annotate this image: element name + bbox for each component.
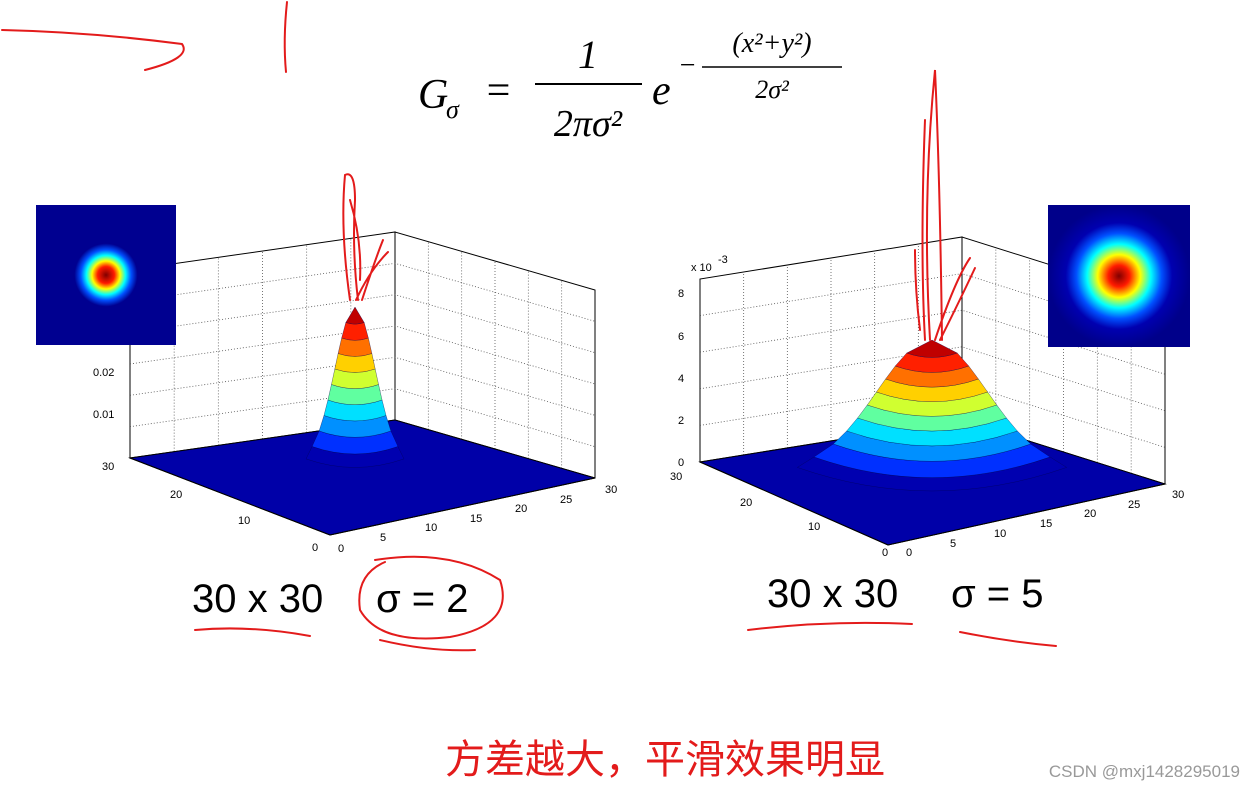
grid-line — [129, 325, 596, 385]
z-tick: 0.02 — [93, 367, 114, 379]
watermark: CSDN @mxj1428295019 — [1049, 762, 1240, 781]
caption-sigma: σ = 2 — [376, 577, 469, 621]
x-tick: 0 — [338, 543, 344, 555]
formula-lhs: G — [418, 72, 448, 118]
annotations — [1, 1, 1057, 652]
formula-exp-den: 2σ² — [755, 75, 790, 104]
x-tick: 15 — [1040, 518, 1052, 530]
caption-size: 30 x 30 — [767, 572, 898, 616]
y-tick: 0 — [312, 542, 318, 554]
surface-band — [337, 337, 373, 357]
axis — [699, 461, 889, 546]
x-tick: 20 — [515, 503, 527, 515]
ink-underline — [959, 631, 1057, 647]
x-tick: 5 — [950, 538, 956, 550]
x-tick: 5 — [380, 532, 386, 544]
ink-underline — [194, 627, 311, 637]
axis — [329, 477, 596, 536]
left-panel-labels: 0.01 0.02 30 20 10 0 0 5 10 15 20 25 30 … — [93, 367, 617, 621]
x-tick: 25 — [560, 494, 572, 506]
right-panel-labels: 0 2 4 6 8 x 10 -3 30 20 10 0 0 5 10 15 2… — [670, 254, 1184, 616]
caption-size: 30 x 30 — [192, 577, 323, 621]
y-tick: 20 — [170, 489, 182, 501]
x-tick: 30 — [1172, 489, 1184, 501]
y-tick: 30 — [102, 461, 114, 473]
ink-peak — [342, 173, 389, 301]
y-tick: 10 — [238, 515, 250, 527]
grid-line — [129, 356, 596, 416]
plots — [36, 205, 1190, 546]
grid-line — [129, 388, 596, 448]
formula-den: 2πσ² — [554, 103, 623, 145]
x-tick: 0 — [906, 547, 912, 559]
x-tick: 10 — [994, 528, 1006, 540]
formula-exp-sign: − — [678, 50, 697, 81]
formula: G σ = 1 2πσ² e − (x²+y²) 2σ² — [418, 28, 842, 145]
note: 方差越大，平滑效果明显 — [445, 738, 885, 782]
grid-line — [129, 294, 596, 354]
axis — [129, 457, 331, 536]
inset-heatmap — [36, 205, 176, 345]
x-tick: 30 — [605, 484, 617, 496]
z-scale: x 10 — [691, 262, 712, 274]
caption-sigma: σ = 5 — [951, 572, 1044, 616]
inset-heatmap — [1048, 205, 1190, 347]
ink-circle — [358, 555, 504, 652]
formula-base: e — [652, 68, 671, 114]
z-tick: 2 — [678, 415, 684, 427]
y-tick: 0 — [882, 547, 888, 559]
formula-num: 1 — [578, 32, 598, 77]
z-tick: 8 — [678, 288, 684, 300]
x-tick: 20 — [1084, 508, 1096, 520]
z-tick: 4 — [678, 373, 684, 385]
y-tick: 20 — [740, 497, 752, 509]
surface-band — [345, 306, 365, 325]
z-tick: 0 — [678, 457, 684, 469]
ink-underline — [747, 621, 913, 631]
x-tick: 15 — [470, 513, 482, 525]
ink-arrow — [1, 29, 185, 71]
y-tick: 10 — [808, 521, 820, 533]
x-tick: 10 — [425, 522, 437, 534]
ink-peak — [914, 69, 976, 341]
formula-exp-num: (x²+y²) — [732, 28, 811, 59]
ink-stroke — [283, 1, 288, 73]
x-tick: 25 — [1128, 499, 1140, 511]
surface-band — [906, 339, 958, 358]
formula-eq: = — [484, 68, 512, 114]
grid-line — [129, 262, 596, 322]
z-tick: 0.01 — [93, 409, 114, 421]
z-tick: 6 — [678, 331, 684, 343]
formula-sub: σ — [446, 95, 460, 124]
z-scale-exp: -3 — [718, 254, 728, 266]
y-tick: 30 — [670, 471, 682, 483]
axis — [887, 483, 1166, 546]
surface-band — [341, 322, 369, 341]
